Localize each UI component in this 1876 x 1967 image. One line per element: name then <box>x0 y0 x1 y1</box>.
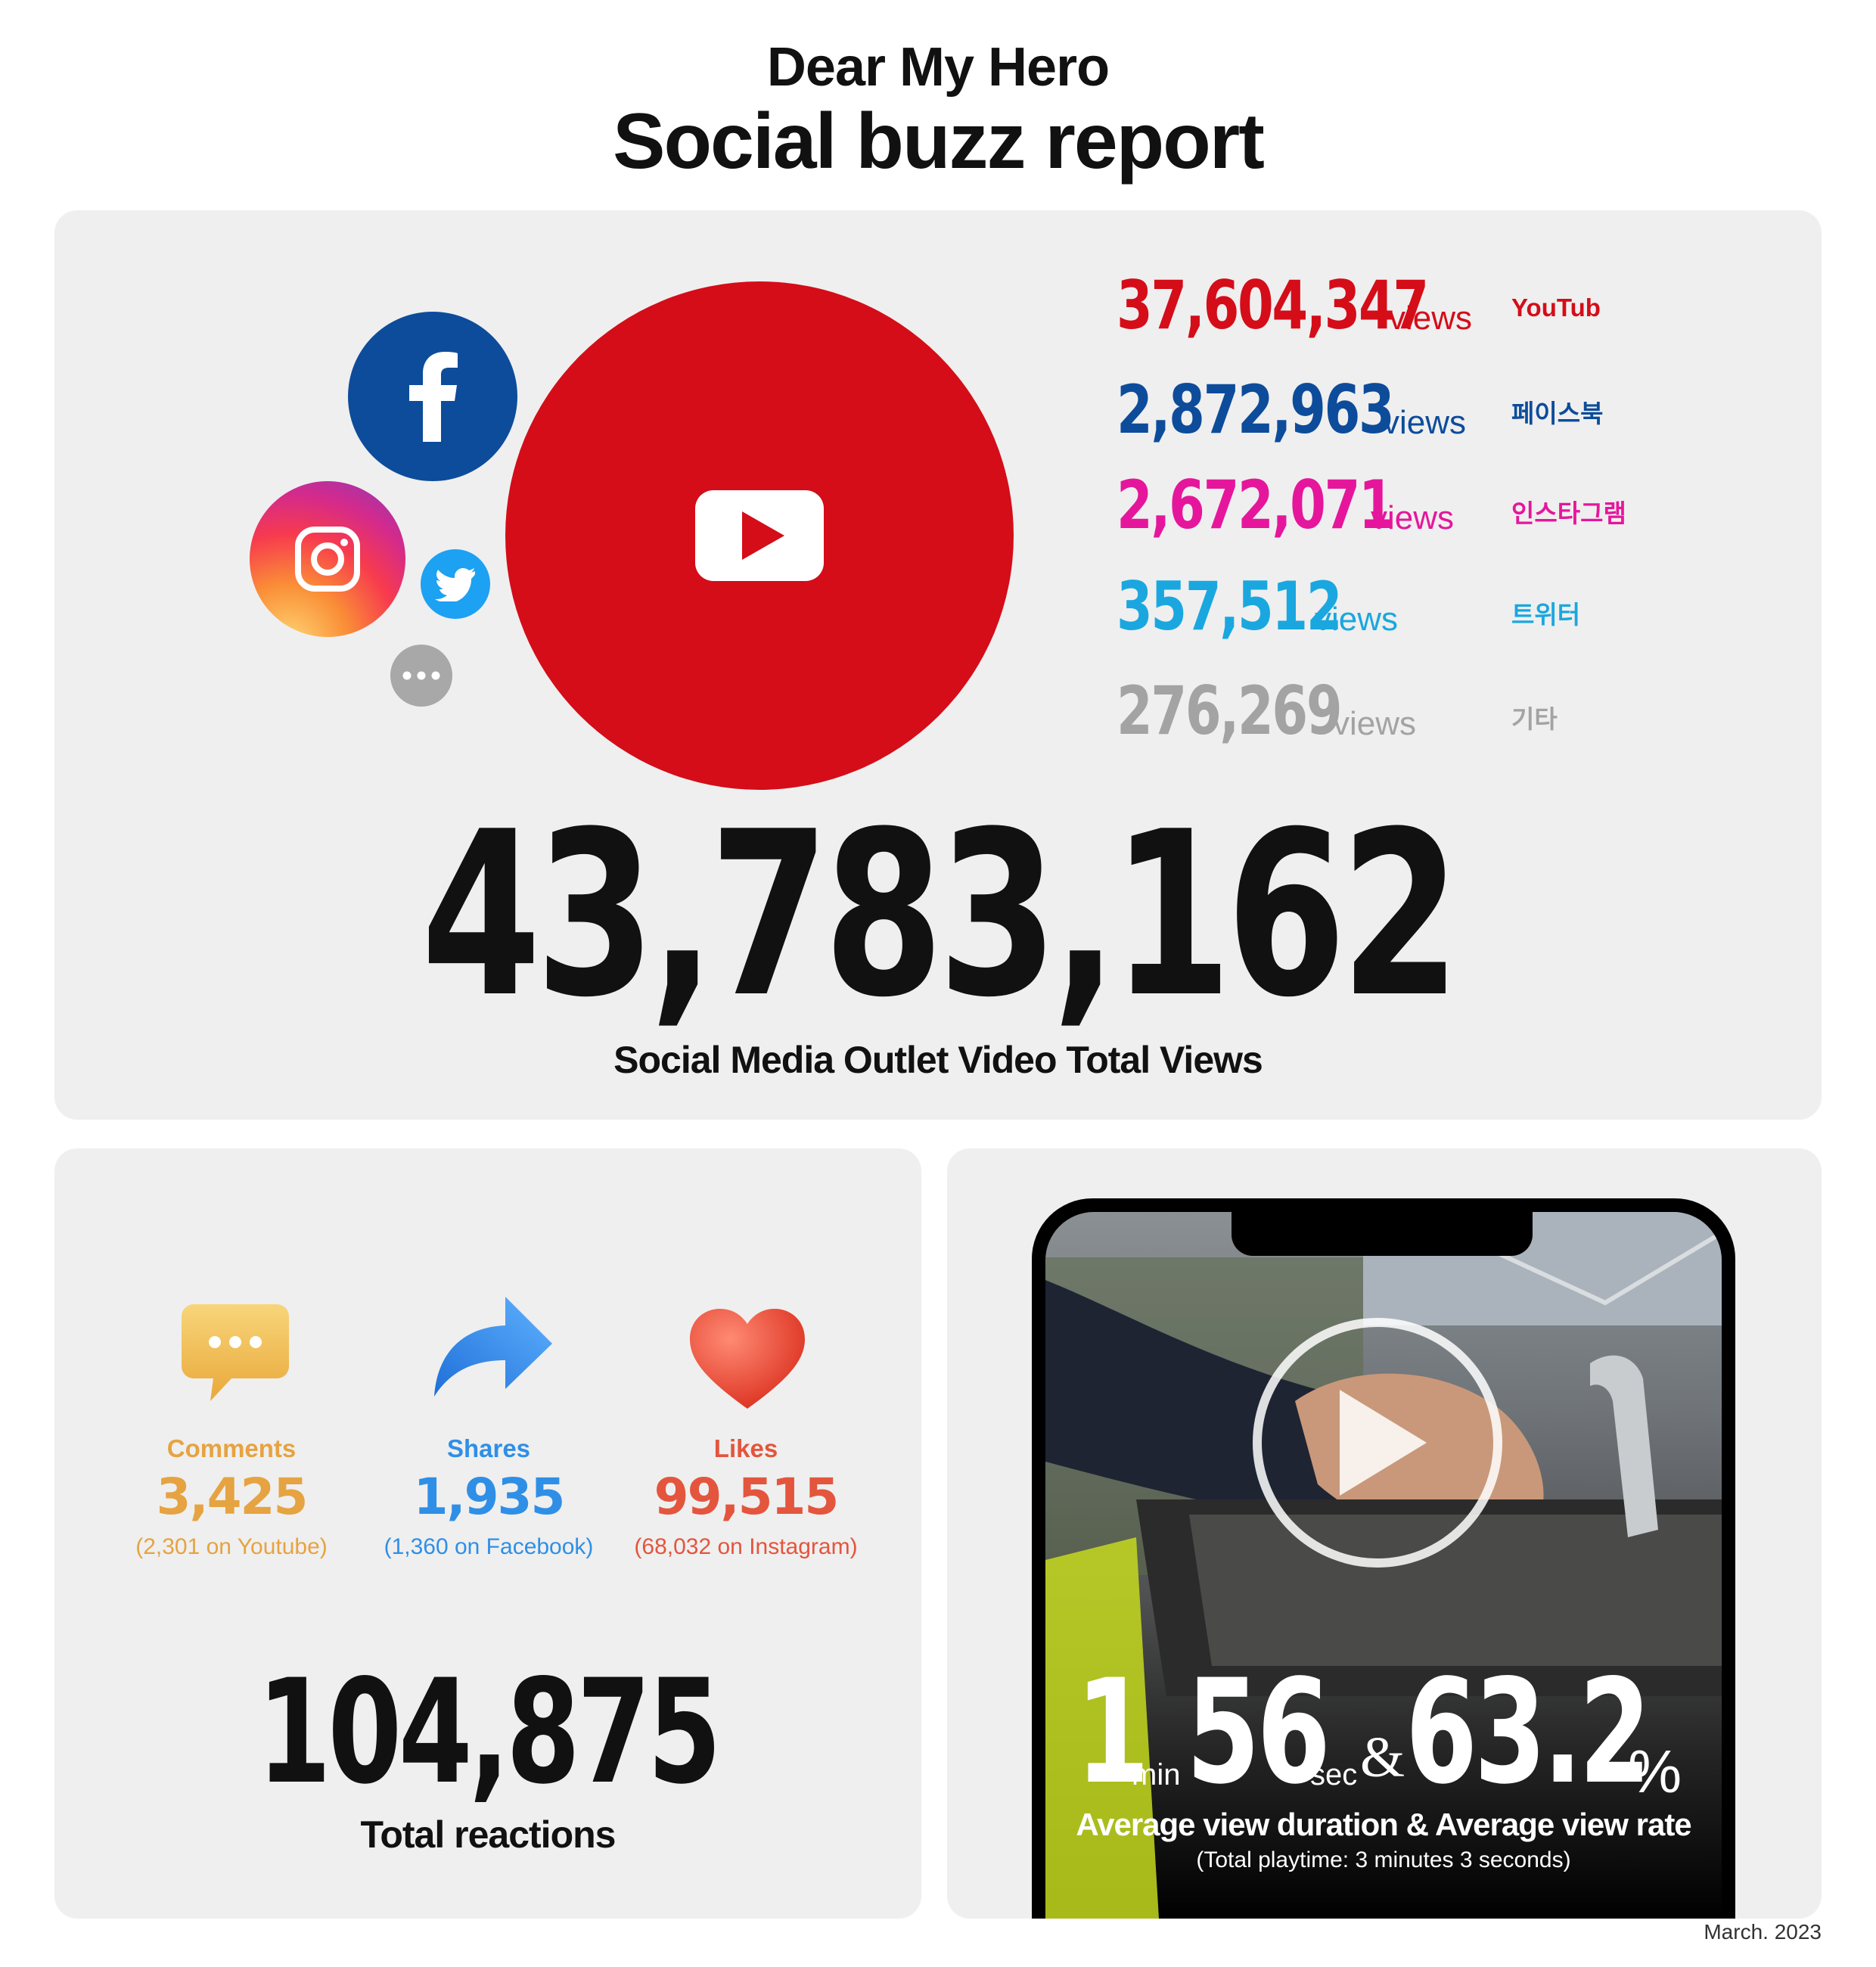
other-label: 기타 <box>1511 705 1558 733</box>
report-title: Social buzz report <box>613 98 1265 185</box>
report-subtitle: Dear My Hero <box>766 37 1110 98</box>
youtube-icon[interactable] <box>505 281 1014 790</box>
twitter-views-unit: views <box>1315 601 1399 638</box>
twitter-views-value: 357,512 <box>1117 567 1343 645</box>
comments-label: Comments <box>166 1434 297 1462</box>
instagram-views-value: 2,672,071 <box>1117 466 1395 544</box>
more-icon <box>390 645 452 707</box>
facebook-icon <box>348 312 517 481</box>
minutes-unit: min <box>1132 1758 1181 1791</box>
facebook-views-value: 2,872,963 <box>1117 371 1395 449</box>
ampersand: & <box>1360 1726 1405 1789</box>
youtube-views-unit: views <box>1389 300 1473 337</box>
youtube-views-value: 37,604,347 <box>1117 266 1429 344</box>
heart-icon <box>690 1309 805 1409</box>
likes-value: 99,515 <box>654 1468 840 1526</box>
play-icon <box>1340 1390 1427 1496</box>
seconds-value: 56 <box>1186 1648 1331 1816</box>
twitter-label: 트위터 <box>1511 601 1581 629</box>
share-arrow-icon <box>434 1297 552 1397</box>
total-views-value: 43,783,162 <box>421 783 1461 1047</box>
likes-label: Likes <box>713 1434 778 1462</box>
duration-note: (Total playtime: 3 minutes 3 seconds) <box>1196 1847 1571 1872</box>
report-date: March. 2023 <box>1704 1920 1822 1944</box>
total-reactions-value: 104,875 <box>257 1648 722 1816</box>
play-button[interactable] <box>1253 1318 1502 1568</box>
speech-bubble-icon <box>182 1304 289 1401</box>
facebook-views-unit: views <box>1383 404 1467 441</box>
instagram-views-unit: views <box>1371 499 1455 536</box>
reactions-panel <box>54 1148 921 1919</box>
comments-detail: (2,301 on Youtube) <box>135 1534 328 1559</box>
view-stat-youtube: 37,604,347 views YouTub <box>1117 266 1797 350</box>
total-reactions-caption: Total reactions <box>360 1813 617 1856</box>
instagram-icon <box>250 481 405 637</box>
comments-value: 3,425 <box>156 1468 309 1526</box>
other-views-value: 276,269 <box>1117 672 1343 750</box>
youtube-label: YouTub <box>1511 294 1601 322</box>
twitter-icon <box>421 549 490 619</box>
total-views-caption: Social Media Outlet Video Total Views <box>613 1039 1263 1081</box>
rate-unit: % <box>1628 1738 1682 1805</box>
rate-value: 63.2 <box>1405 1648 1651 1816</box>
other-views-unit: views <box>1333 705 1417 742</box>
total-reactions-wrap: 104,875 <box>54 1648 921 1816</box>
likes-detail: (68,032 on Instagram) <box>634 1534 858 1559</box>
view-stat-other: 276,269 views 기타 <box>1117 672 1797 755</box>
shares-label: Shares <box>446 1434 531 1462</box>
shares-detail: (1,360 on Facebook) <box>384 1534 594 1559</box>
facebook-label: 페이스북 <box>1511 399 1604 427</box>
seconds-unit: sec <box>1310 1758 1358 1791</box>
minutes-value: 1 <box>1076 1648 1150 1816</box>
duration-caption: Average view duration & Average view rat… <box>1076 1807 1691 1842</box>
shares-value: 1,935 <box>413 1468 566 1526</box>
instagram-label: 인스타그램 <box>1511 499 1626 527</box>
view-stat-facebook: 2,872,963 views 페이스북 <box>1117 371 1797 454</box>
total-views-wrap: 43,783,162 <box>0 802 1876 1029</box>
phone-notch <box>1232 1203 1533 1256</box>
view-stat-twitter: 357,512 views 트위터 <box>1117 567 1797 651</box>
view-stat-instagram: 2,672,071 views 인스타그램 <box>1117 466 1797 549</box>
duration-stats: 1 min 56 sec & 63.2 % <box>1045 1648 1722 1816</box>
